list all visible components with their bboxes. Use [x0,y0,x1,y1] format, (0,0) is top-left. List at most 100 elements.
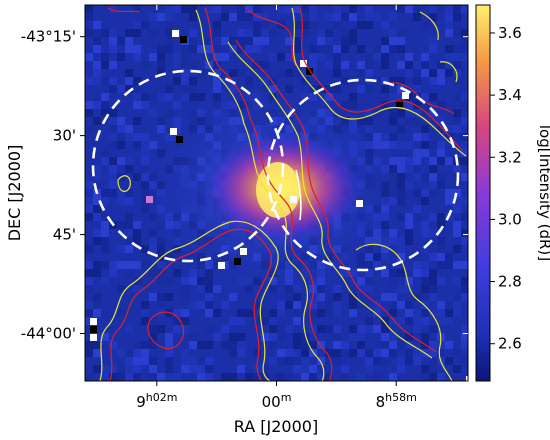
noise-pixel [205,325,213,333]
noise-pixel [461,229,468,237]
noise-pixel [221,301,229,309]
noise-pixel [293,45,301,53]
noise-pixel [253,37,261,45]
noise-pixel [253,349,261,357]
noise-pixel [117,221,125,229]
noise-pixel [445,261,453,269]
masked-pixel [300,60,307,67]
noise-pixel [301,69,309,77]
noise-pixel [309,21,317,29]
noise-pixel [437,221,445,229]
noise-pixel [149,357,157,365]
noise-pixel [333,325,341,333]
masked-pixel [396,100,403,107]
noise-pixel [109,77,117,85]
noise-pixel [117,365,125,373]
noise-pixel [141,341,149,349]
noise-pixel [173,373,181,381]
noise-pixel [117,85,125,93]
noise-pixel [173,5,181,13]
noise-pixel [269,29,277,37]
noise-pixel [365,61,373,69]
noise-pixel [93,229,101,237]
noise-pixel [205,365,213,373]
colorbar-tick-label: 2.6 [498,335,522,353]
noise-pixel [309,309,317,317]
noise-pixel [405,277,413,285]
noise-pixel [141,357,149,365]
noise-pixel [165,5,173,13]
noise-pixel [125,29,133,37]
noise-pixel [445,341,453,349]
noise-pixel [85,277,93,285]
noise-pixel [181,365,189,373]
noise-pixel [213,53,221,61]
noise-pixel [421,61,429,69]
noise-pixel [373,373,381,381]
noise-pixel [373,13,381,21]
noise-pixel [381,357,389,365]
noise-pixel [205,301,213,309]
colorbar-gradient [475,4,491,382]
noise-pixel [389,101,397,109]
noise-pixel [213,309,221,317]
noise-pixel [461,237,468,245]
y-axis: -43°15' 30' 45' -44°00' [21,28,468,343]
noise-pixel [101,101,109,109]
noise-pixel [133,93,141,101]
noise-pixel [397,77,405,85]
masked-pixel [218,262,225,269]
x-axis-title: RA [J2000] [234,417,318,436]
noise-pixel [85,341,93,349]
noise-pixel [301,349,309,357]
noise-pixel [93,69,101,77]
noise-pixel [381,341,389,349]
noise-pixel [341,341,349,349]
noise-pixel [157,293,165,301]
noise-pixel [413,317,421,325]
noise-pixel [117,261,125,269]
region-circles [91,69,460,272]
noise-pixel [389,373,397,381]
noise-pixel [357,85,365,93]
noise-pixel [125,357,133,365]
noise-pixel [365,69,373,77]
noise-pixel [165,85,173,93]
noise-pixel [389,93,397,101]
noise-pixel [293,357,301,365]
noise-pixel [261,21,269,29]
region-circle-east [266,78,460,272]
noise-pixel [181,357,189,365]
noise-pixel [133,53,141,61]
noise-pixel [117,157,125,165]
noise-pixel [317,53,325,61]
noise-pixel [213,333,221,341]
noise-pixel [365,277,373,285]
noise-pixel [365,285,373,293]
noise-pixel [237,317,245,325]
noise-pixel [173,325,181,333]
noise-pixel [117,53,125,61]
noise-pixel [245,5,253,13]
noise-pixel [245,45,253,53]
noise-pixel [333,69,341,77]
noise-pixel [445,197,453,205]
noise-pixel [165,357,173,365]
noise-pixel [397,37,405,45]
noise-pixel [397,301,405,309]
noise-pixel [285,53,293,61]
noise-pixel [293,5,301,13]
noise-pixel [333,349,341,357]
noise-pixel [453,53,461,61]
noise-pixel [261,309,269,317]
noise-pixel [453,45,461,53]
colorbar-tick-label: 2.8 [498,273,522,291]
colorbar-ticks: 3.6 3.4 3.2 3.0 2.8 2.6 [490,24,522,353]
noise-pixel [125,373,133,381]
noise-pixel [413,309,421,317]
noise-pixel [197,341,205,349]
noise-pixel [381,21,389,29]
noise-pixel [165,45,173,53]
noise-pixel [389,333,397,341]
noise-pixel [349,349,357,357]
